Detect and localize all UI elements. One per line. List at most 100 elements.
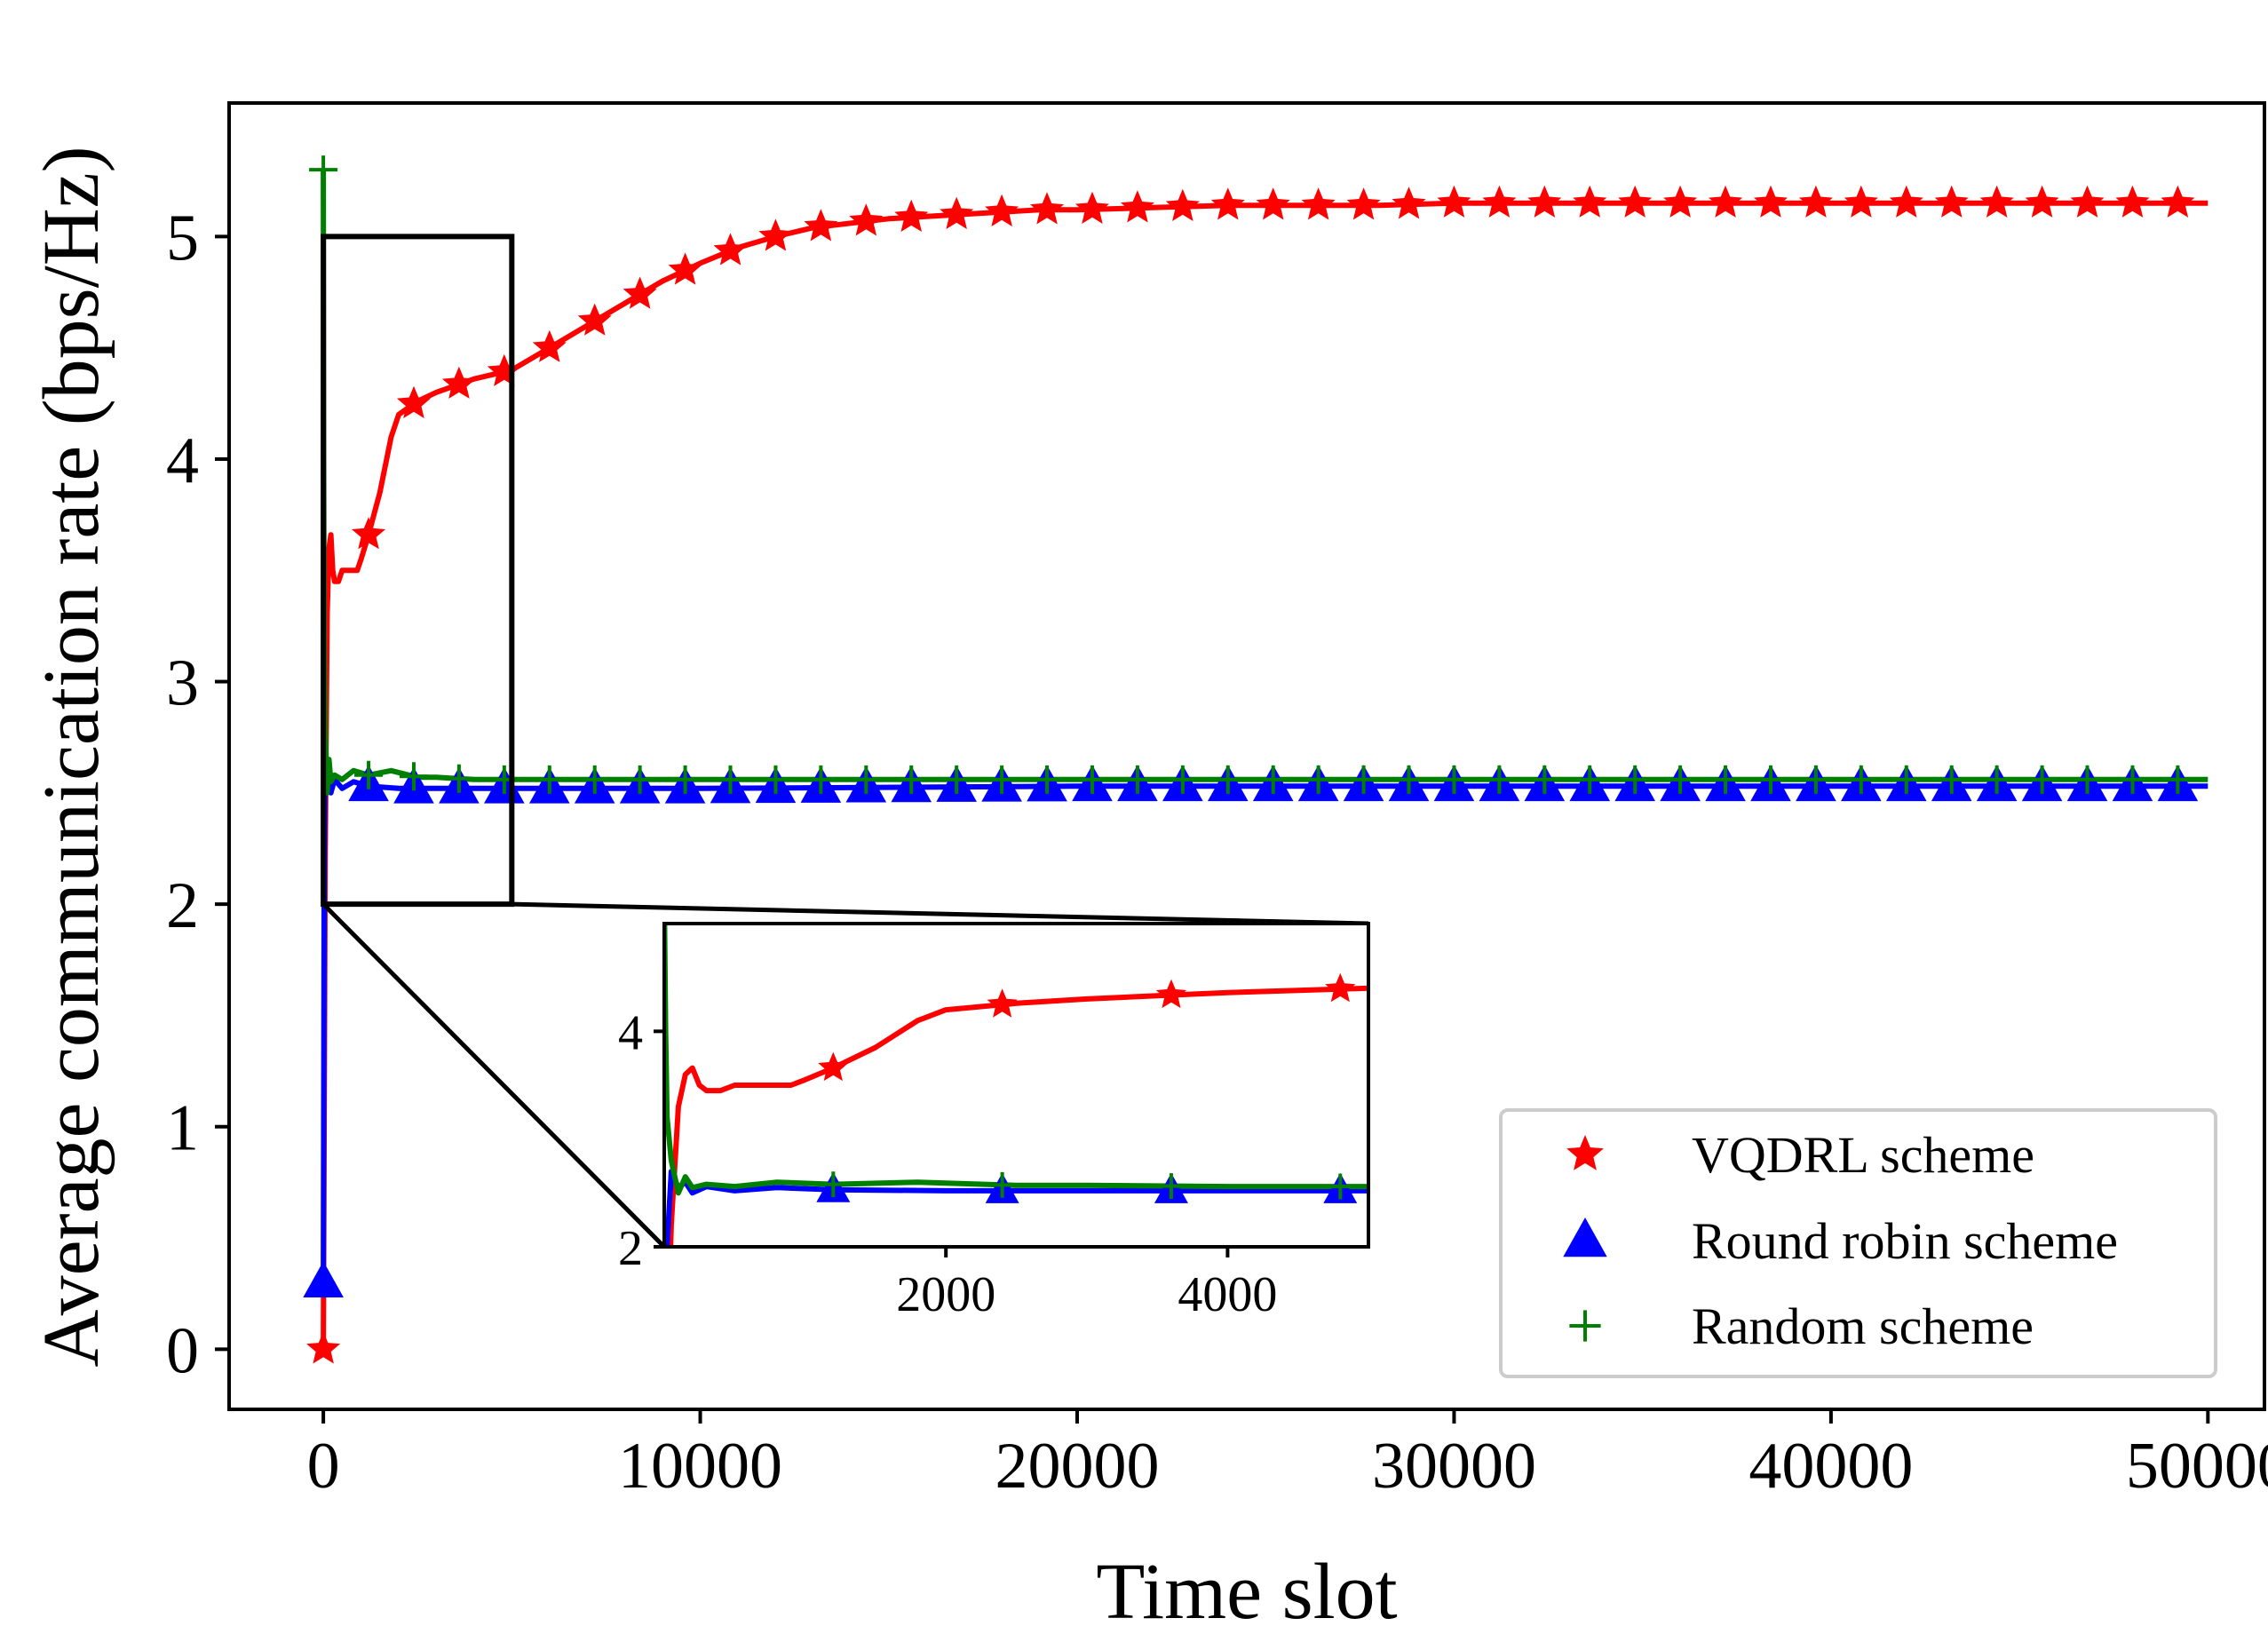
x-tick-label: 20000 xyxy=(995,1430,1160,1503)
legend-marker-1 xyxy=(1566,1135,1604,1170)
series-3-marker xyxy=(2163,765,2193,794)
inset-series-3-marker xyxy=(1327,1173,1353,1200)
legend: VQDRL scheme Round robin scheme Random sch… xyxy=(1499,1108,2217,1378)
series-1-marker xyxy=(1165,188,1200,221)
y-tick-label: 0 xyxy=(166,1314,199,1387)
series-1-marker xyxy=(623,276,657,309)
series-3-marker xyxy=(1801,765,1830,794)
series-1-marker xyxy=(1618,185,1653,218)
series-1-marker xyxy=(2025,185,2059,218)
x-tick-label: 10000 xyxy=(618,1430,782,1503)
series-1-marker xyxy=(1482,185,1517,218)
series-1-marker xyxy=(352,517,386,550)
series-1-marker xyxy=(2070,185,2105,218)
series-1-marker xyxy=(1573,185,1607,218)
series-1-marker xyxy=(849,203,884,236)
series-3-marker xyxy=(1711,765,1741,794)
x-axis-label: Time slot xyxy=(1096,1548,1397,1636)
series-3-marker xyxy=(897,765,926,794)
series-3-marker xyxy=(942,765,971,794)
series-1-marker xyxy=(1889,185,1923,218)
series-3-marker xyxy=(1033,765,1062,794)
series-1-marker xyxy=(1301,187,1336,220)
series-3-marker xyxy=(987,765,1017,794)
series-2-marker xyxy=(303,1261,344,1297)
series-1-marker xyxy=(2115,185,2150,218)
series-3-marker xyxy=(1530,765,1559,794)
inset-series-1-marker xyxy=(818,1051,849,1082)
legend-marker-3 xyxy=(1569,1310,1601,1342)
legend-label-3: Random scheme xyxy=(1692,1297,2034,1355)
series-1-marker xyxy=(441,366,476,399)
series-3-marker xyxy=(1891,765,1921,794)
series-1-marker xyxy=(1437,185,1471,218)
series-3-marker xyxy=(535,765,564,794)
series-3-marker xyxy=(580,765,609,794)
series-3-marker xyxy=(1756,765,1785,794)
series-3-marker xyxy=(1621,765,1650,794)
inset-y-tick-label: 4 xyxy=(618,1005,643,1060)
legend-box xyxy=(1499,1108,2217,1378)
series-1-marker xyxy=(1754,185,1788,218)
series-1-marker xyxy=(894,199,929,232)
series-1-marker xyxy=(1844,185,1878,218)
inset-series-3-marker xyxy=(989,1171,1016,1198)
series-1-marker xyxy=(397,385,431,418)
x-tick-label: 0 xyxy=(307,1430,340,1503)
series-3-marker xyxy=(2073,765,2102,794)
series-1-marker xyxy=(1075,191,1109,224)
series-3-marker xyxy=(309,155,338,185)
inset-y-tick-label: 2 xyxy=(618,1221,643,1276)
y-tick-label: 1 xyxy=(166,1092,199,1165)
inset-x-tick-label: 4000 xyxy=(1178,1267,1277,1322)
series-1-marker xyxy=(713,233,748,266)
series-3-marker xyxy=(761,765,790,794)
series-3-marker xyxy=(1846,765,1875,794)
series-1-marker xyxy=(1120,190,1154,223)
series-3-marker xyxy=(444,764,473,793)
series-3-marker xyxy=(1213,765,1242,794)
series-1-marker xyxy=(1709,185,1743,218)
inset-series-3-marker xyxy=(1158,1173,1185,1199)
series-3-marker xyxy=(1349,765,1378,794)
legend-marker-2 xyxy=(1563,1218,1607,1257)
series-3-marker xyxy=(625,765,654,794)
series-1-marker xyxy=(306,1331,341,1364)
series-3-marker xyxy=(1485,765,1514,794)
inset-x-tick-label: 2000 xyxy=(896,1267,995,1322)
series-3-marker xyxy=(2118,765,2147,794)
inset-series-1-marker xyxy=(1325,972,1356,1003)
legend-label-1: VQDRL scheme xyxy=(1692,1126,2034,1184)
inset-series-3-marker xyxy=(820,1171,846,1198)
series-1-marker xyxy=(985,194,1019,226)
x-tick-label: 40000 xyxy=(1749,1430,1913,1503)
series-3-marker xyxy=(852,765,881,794)
series-1-marker xyxy=(532,329,567,362)
inset-series-1-marker xyxy=(987,988,1018,1018)
series-3-marker xyxy=(1077,765,1106,794)
series-1-marker xyxy=(758,218,793,251)
series-3-marker xyxy=(1982,765,2011,794)
series-3-marker xyxy=(1168,765,1197,794)
series-1-marker xyxy=(577,303,612,336)
series-3-marker xyxy=(1122,765,1152,794)
series-1-marker xyxy=(1934,185,1969,218)
inset-frame xyxy=(662,922,1370,1249)
series-1-marker xyxy=(668,252,702,285)
series-1-marker xyxy=(1030,192,1065,225)
series-1-marker xyxy=(2161,185,2195,218)
legend-label-2: Round robin scheme xyxy=(1692,1212,2118,1270)
zoom-connector-line xyxy=(321,902,666,1249)
series-3-marker xyxy=(1439,765,1469,794)
series-1-marker xyxy=(940,196,974,229)
series-3-marker xyxy=(716,765,745,794)
zoom-region-box xyxy=(321,234,515,908)
y-tick-label: 3 xyxy=(166,647,199,720)
series-3-marker xyxy=(1394,765,1423,794)
series-3-marker xyxy=(354,760,384,789)
inset-series-1-marker xyxy=(1155,979,1187,1009)
series-1-marker xyxy=(1979,185,2014,218)
series-3-marker xyxy=(806,765,836,794)
series-3-marker xyxy=(1666,765,1695,794)
